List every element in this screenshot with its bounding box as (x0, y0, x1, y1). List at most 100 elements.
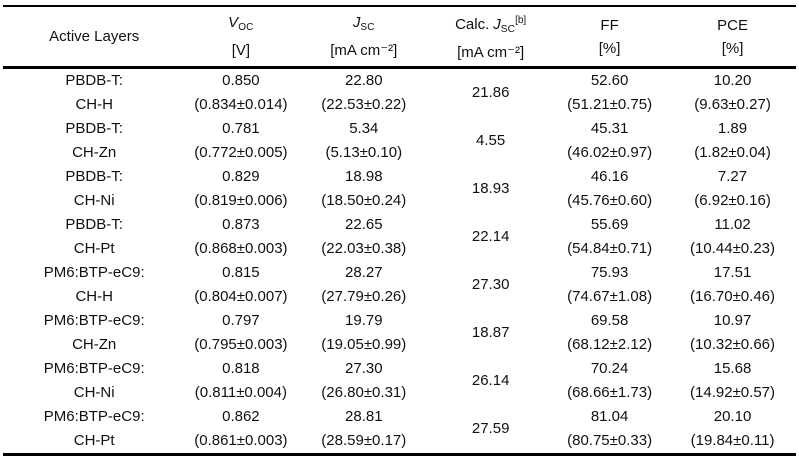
pce-cell: 15.68 (14.92±0.57) (669, 357, 796, 405)
active-layer-cell: PM6:BTP-eC9: CH-H (3, 261, 185, 309)
pce-unit: [%] (721, 39, 744, 57)
ff-value: 81.04 (590, 408, 629, 425)
calc-jsc-cell: 18.87 (431, 309, 550, 357)
calc-jsc-cell: 27.59 (431, 405, 550, 455)
calc-jsc-value: 22.14 (471, 228, 510, 245)
voc-value: 0.818 (222, 360, 260, 377)
ff-value: 46.16 (590, 168, 629, 185)
table-row: PM6:BTP-eC9: CH-Zn 0.797 (0.795±0.003) 1… (3, 309, 796, 357)
voc-cell: 0.862 (0.861±0.003) (185, 405, 296, 455)
active-layer-cell: PM6:BTP-eC9: CH-Ni (3, 357, 185, 405)
ff-stat: (74.67±1.08) (567, 288, 653, 305)
ff-value: 55.69 (590, 216, 629, 233)
calc-jsc-value: 27.30 (471, 276, 510, 293)
jsc-cell: 5.34 (5.13±0.10) (296, 117, 431, 165)
pce-value: 10.20 (713, 72, 752, 89)
voc-value: 0.797 (222, 312, 260, 329)
ff-value: 75.93 (590, 264, 629, 281)
active-layer-line2: CH-Ni (73, 384, 115, 401)
pce-stat: (14.92±0.57) (690, 384, 776, 401)
col-header-calc-jsc: Calc. JSC[b] [mA cm⁻²] (431, 6, 551, 69)
col-header-pce: PCE [%] (669, 6, 796, 69)
voc-value: 0.850 (222, 72, 260, 89)
voc-value: 0.862 (222, 408, 260, 425)
pce-cell: 10.97 (10.32±0.66) (669, 309, 796, 357)
jsc-value: 22.80 (345, 72, 383, 89)
calc-jsc-value: 18.93 (471, 180, 510, 197)
col-header-voc: VOC [V] (185, 6, 297, 69)
active-layer-line2: CH-Pt (73, 240, 115, 257)
active-layers-label: Active Layers (49, 28, 140, 45)
voc-stat: (0.804±0.007) (194, 288, 288, 305)
table-body: PBDB-T: CH-H 0.850 (0.834±0.014) 22.80 (… (3, 68, 796, 455)
voc-cell: 0.818 (0.811±0.004) (185, 357, 296, 405)
jsc-symbol: J (352, 14, 361, 31)
ff-cell: 69.58 (68.12±2.12) (550, 309, 669, 357)
ff-stat: (45.76±0.60) (567, 192, 653, 209)
pce-stat: (19.84±0.11) (690, 432, 775, 449)
table-row: PM6:BTP-eC9: CH-Pt 0.862 (0.861±0.003) 2… (3, 405, 796, 455)
ff-stat: (51.21±0.75) (567, 96, 653, 113)
calc-jsc-value: 27.59 (471, 420, 510, 437)
jsc-value: 22.65 (345, 216, 383, 233)
col-header-jsc: JSC [mA cm⁻²] (296, 6, 432, 69)
calc-jsc-value: 26.14 (471, 372, 510, 389)
jsc-cell: 18.98 (18.50±0.24) (296, 165, 431, 213)
pce-value: 11.02 (714, 216, 751, 233)
jsc-stat: (27.79±0.26) (321, 288, 407, 305)
pce-stat: (1.82±0.04) (694, 144, 771, 161)
calc-jsc-cell: 4.55 (431, 117, 550, 165)
calc-jsc-cell: 26.14 (431, 357, 550, 405)
jsc-value: 28.81 (345, 408, 383, 425)
pce-cell: 1.89 (1.82±0.04) (669, 117, 796, 165)
jsc-value: 27.30 (345, 360, 383, 377)
voc-cell: 0.850 (0.834±0.014) (185, 68, 296, 118)
active-layer-cell: PM6:BTP-eC9: CH-Pt (3, 405, 185, 455)
voc-subscript: OC (238, 22, 254, 33)
pce-value: 10.97 (713, 312, 752, 329)
col-header-active-layers: Active Layers (3, 6, 186, 69)
voc-value: 0.815 (222, 264, 260, 281)
pce-cell: 10.20 (9.63±0.27) (669, 68, 796, 118)
active-layer-line1: PBDB-T: (65, 72, 123, 89)
pce-stat: (16.70±0.46) (690, 288, 776, 305)
active-layer-line2: CH-Ni (73, 192, 115, 209)
ff-unit: [%] (598, 39, 621, 57)
pce-stat: (10.44±0.23) (690, 240, 776, 257)
active-layer-line1: PM6:BTP-eC9: (43, 360, 145, 377)
calc-jsc-footnote-marker: [b] (515, 15, 527, 26)
pce-value: 7.27 (717, 168, 748, 185)
jsc-value: 28.27 (345, 264, 383, 281)
active-layer-line1: PM6:BTP-eC9: (43, 408, 145, 425)
active-layer-line1: PBDB-T: (65, 216, 123, 233)
jsc-stat: (18.50±0.24) (321, 192, 407, 209)
active-layer-line2: CH-Pt (73, 432, 115, 449)
jsc-stat: (22.53±0.22) (321, 96, 407, 113)
active-layer-cell: PM6:BTP-eC9: CH-Zn (3, 309, 185, 357)
ff-stat: (68.12±2.12) (567, 336, 653, 353)
jsc-cell: 27.30 (26.80±0.31) (296, 357, 431, 405)
voc-stat: (0.811±0.004) (194, 384, 287, 401)
table-row: PBDB-T: CH-Ni 0.829 (0.819±0.006) 18.98 … (3, 165, 796, 213)
ff-stat: (68.66±1.73) (567, 384, 653, 401)
calc-jsc-cell: 21.86 (431, 68, 550, 118)
active-layer-cell: PBDB-T: CH-Ni (3, 165, 185, 213)
table-row: PBDB-T: CH-H 0.850 (0.834±0.014) 22.80 (… (3, 68, 796, 118)
calc-jsc-cell: 27.30 (431, 261, 550, 309)
voc-stat: (0.819±0.006) (194, 192, 288, 209)
pce-label: PCE (717, 16, 748, 34)
active-layer-line2: CH-H (75, 96, 113, 113)
jsc-value: 18.98 (345, 168, 383, 185)
table-row: PM6:BTP-eC9: CH-Ni 0.818 (0.811±0.004) 2… (3, 357, 796, 405)
ff-cell: 46.16 (45.76±0.60) (550, 165, 669, 213)
pce-value: 15.68 (713, 360, 752, 377)
jsc-value: 5.34 (349, 120, 379, 137)
active-layer-cell: PBDB-T: CH-Pt (3, 213, 185, 261)
ff-value: 45.31 (590, 120, 629, 137)
pce-value: 17.51 (713, 264, 752, 281)
calc-jsc-cell: 18.93 (431, 165, 550, 213)
active-layer-line2: CH-H (75, 288, 113, 305)
ff-stat: (46.02±0.97) (567, 144, 653, 161)
voc-cell: 0.873 (0.868±0.003) (185, 213, 296, 261)
ff-cell: 70.24 (68.66±1.73) (550, 357, 669, 405)
